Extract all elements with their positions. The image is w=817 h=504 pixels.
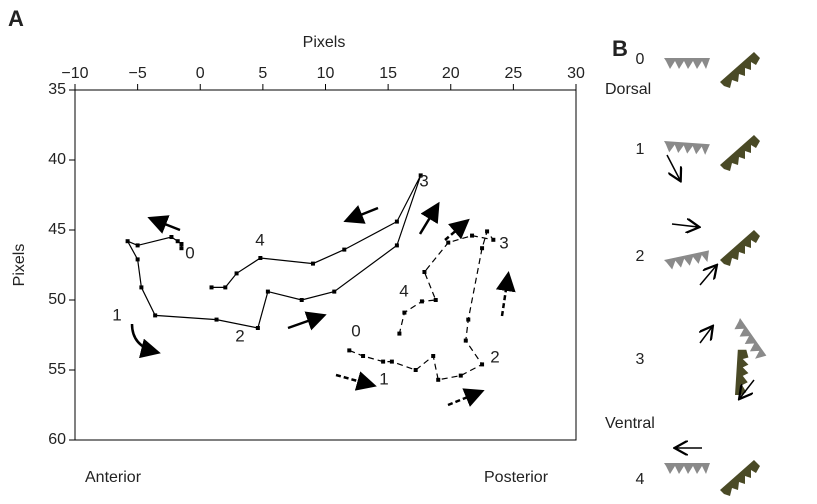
y-tick-label: 45: [48, 221, 66, 238]
point: [419, 299, 424, 304]
annotation: 2: [490, 347, 499, 366]
x-tick-label: 15: [379, 65, 397, 82]
x-tick-label: 25: [504, 65, 522, 82]
y-tick-label: 40: [48, 151, 66, 168]
point: [332, 289, 337, 294]
point: [209, 285, 214, 290]
step-label: 0: [636, 51, 645, 68]
x-tick-label: −5: [129, 65, 147, 82]
y-tick-label: 60: [48, 431, 66, 448]
point: [436, 377, 441, 382]
point: [422, 270, 427, 274]
y-tick-label: 35: [48, 81, 66, 98]
point: [175, 239, 180, 244]
plot-frame: [74, 89, 577, 441]
point: [299, 298, 304, 302]
direction-label: Dorsal: [605, 81, 651, 98]
point: [446, 240, 451, 245]
direction-label: Anterior: [85, 469, 142, 486]
point: [394, 243, 399, 248]
step-label: 4: [636, 471, 645, 488]
point: [255, 326, 260, 330]
series-line: [126, 175, 422, 329]
motion-arrows: [130, 201, 516, 407]
annotation: 2: [235, 326, 244, 345]
step-label: 1: [636, 141, 645, 158]
point: [413, 368, 418, 372]
x-tick-label: 5: [258, 65, 267, 82]
x-tick-label: −10: [61, 65, 88, 82]
point: [347, 348, 352, 353]
point: [470, 233, 475, 238]
point: [418, 173, 423, 178]
point: [169, 235, 174, 239]
annotation: 3: [499, 233, 508, 252]
tooth-diagrams: [663, 52, 768, 496]
point: [125, 239, 130, 244]
point: [463, 338, 468, 343]
annotation: 1: [112, 305, 121, 324]
series-line: [349, 230, 495, 381]
point: [234, 271, 239, 276]
annotation: 4: [399, 281, 408, 300]
point: [389, 359, 394, 364]
point: [480, 246, 485, 251]
panel-label: A: [8, 6, 24, 31]
point: [480, 362, 485, 367]
direction-label: Ventral: [605, 415, 655, 432]
point: [397, 331, 402, 336]
annotation: 1: [379, 369, 388, 388]
panel-label: B: [612, 36, 628, 61]
x-tick-label: 30: [567, 65, 585, 82]
point: [139, 285, 144, 290]
y-axis-title: Pixels: [11, 244, 28, 287]
x-tick-label: 0: [196, 65, 205, 82]
point: [342, 247, 347, 252]
step-label: 2: [636, 248, 645, 265]
point: [153, 313, 158, 318]
point: [402, 310, 407, 315]
point: [214, 317, 219, 322]
annotation: 0: [351, 321, 360, 340]
point: [485, 229, 490, 234]
point: [258, 256, 263, 260]
y-tick-label: 50: [48, 291, 66, 308]
point: [135, 257, 140, 262]
direction-label: Posterior: [484, 469, 549, 486]
annotation: 3: [419, 171, 428, 190]
annotation: 0: [185, 243, 194, 262]
point: [223, 285, 228, 290]
x-tick-label: 10: [317, 65, 335, 82]
point: [310, 261, 315, 266]
point: [394, 219, 399, 224]
step-label: 3: [636, 351, 645, 368]
point: [361, 354, 366, 358]
point: [466, 317, 471, 322]
point: [179, 246, 184, 251]
point: [135, 243, 140, 248]
y-tick-label: 55: [48, 361, 66, 378]
point: [431, 354, 436, 358]
point: [179, 242, 184, 246]
point: [458, 373, 463, 378]
point: [433, 298, 438, 302]
x-tick-label: 20: [442, 65, 460, 82]
point: [381, 359, 386, 364]
point: [265, 289, 270, 294]
point: [491, 237, 496, 242]
annotation: 4: [255, 230, 264, 249]
x-axis-title: Pixels: [303, 34, 346, 51]
